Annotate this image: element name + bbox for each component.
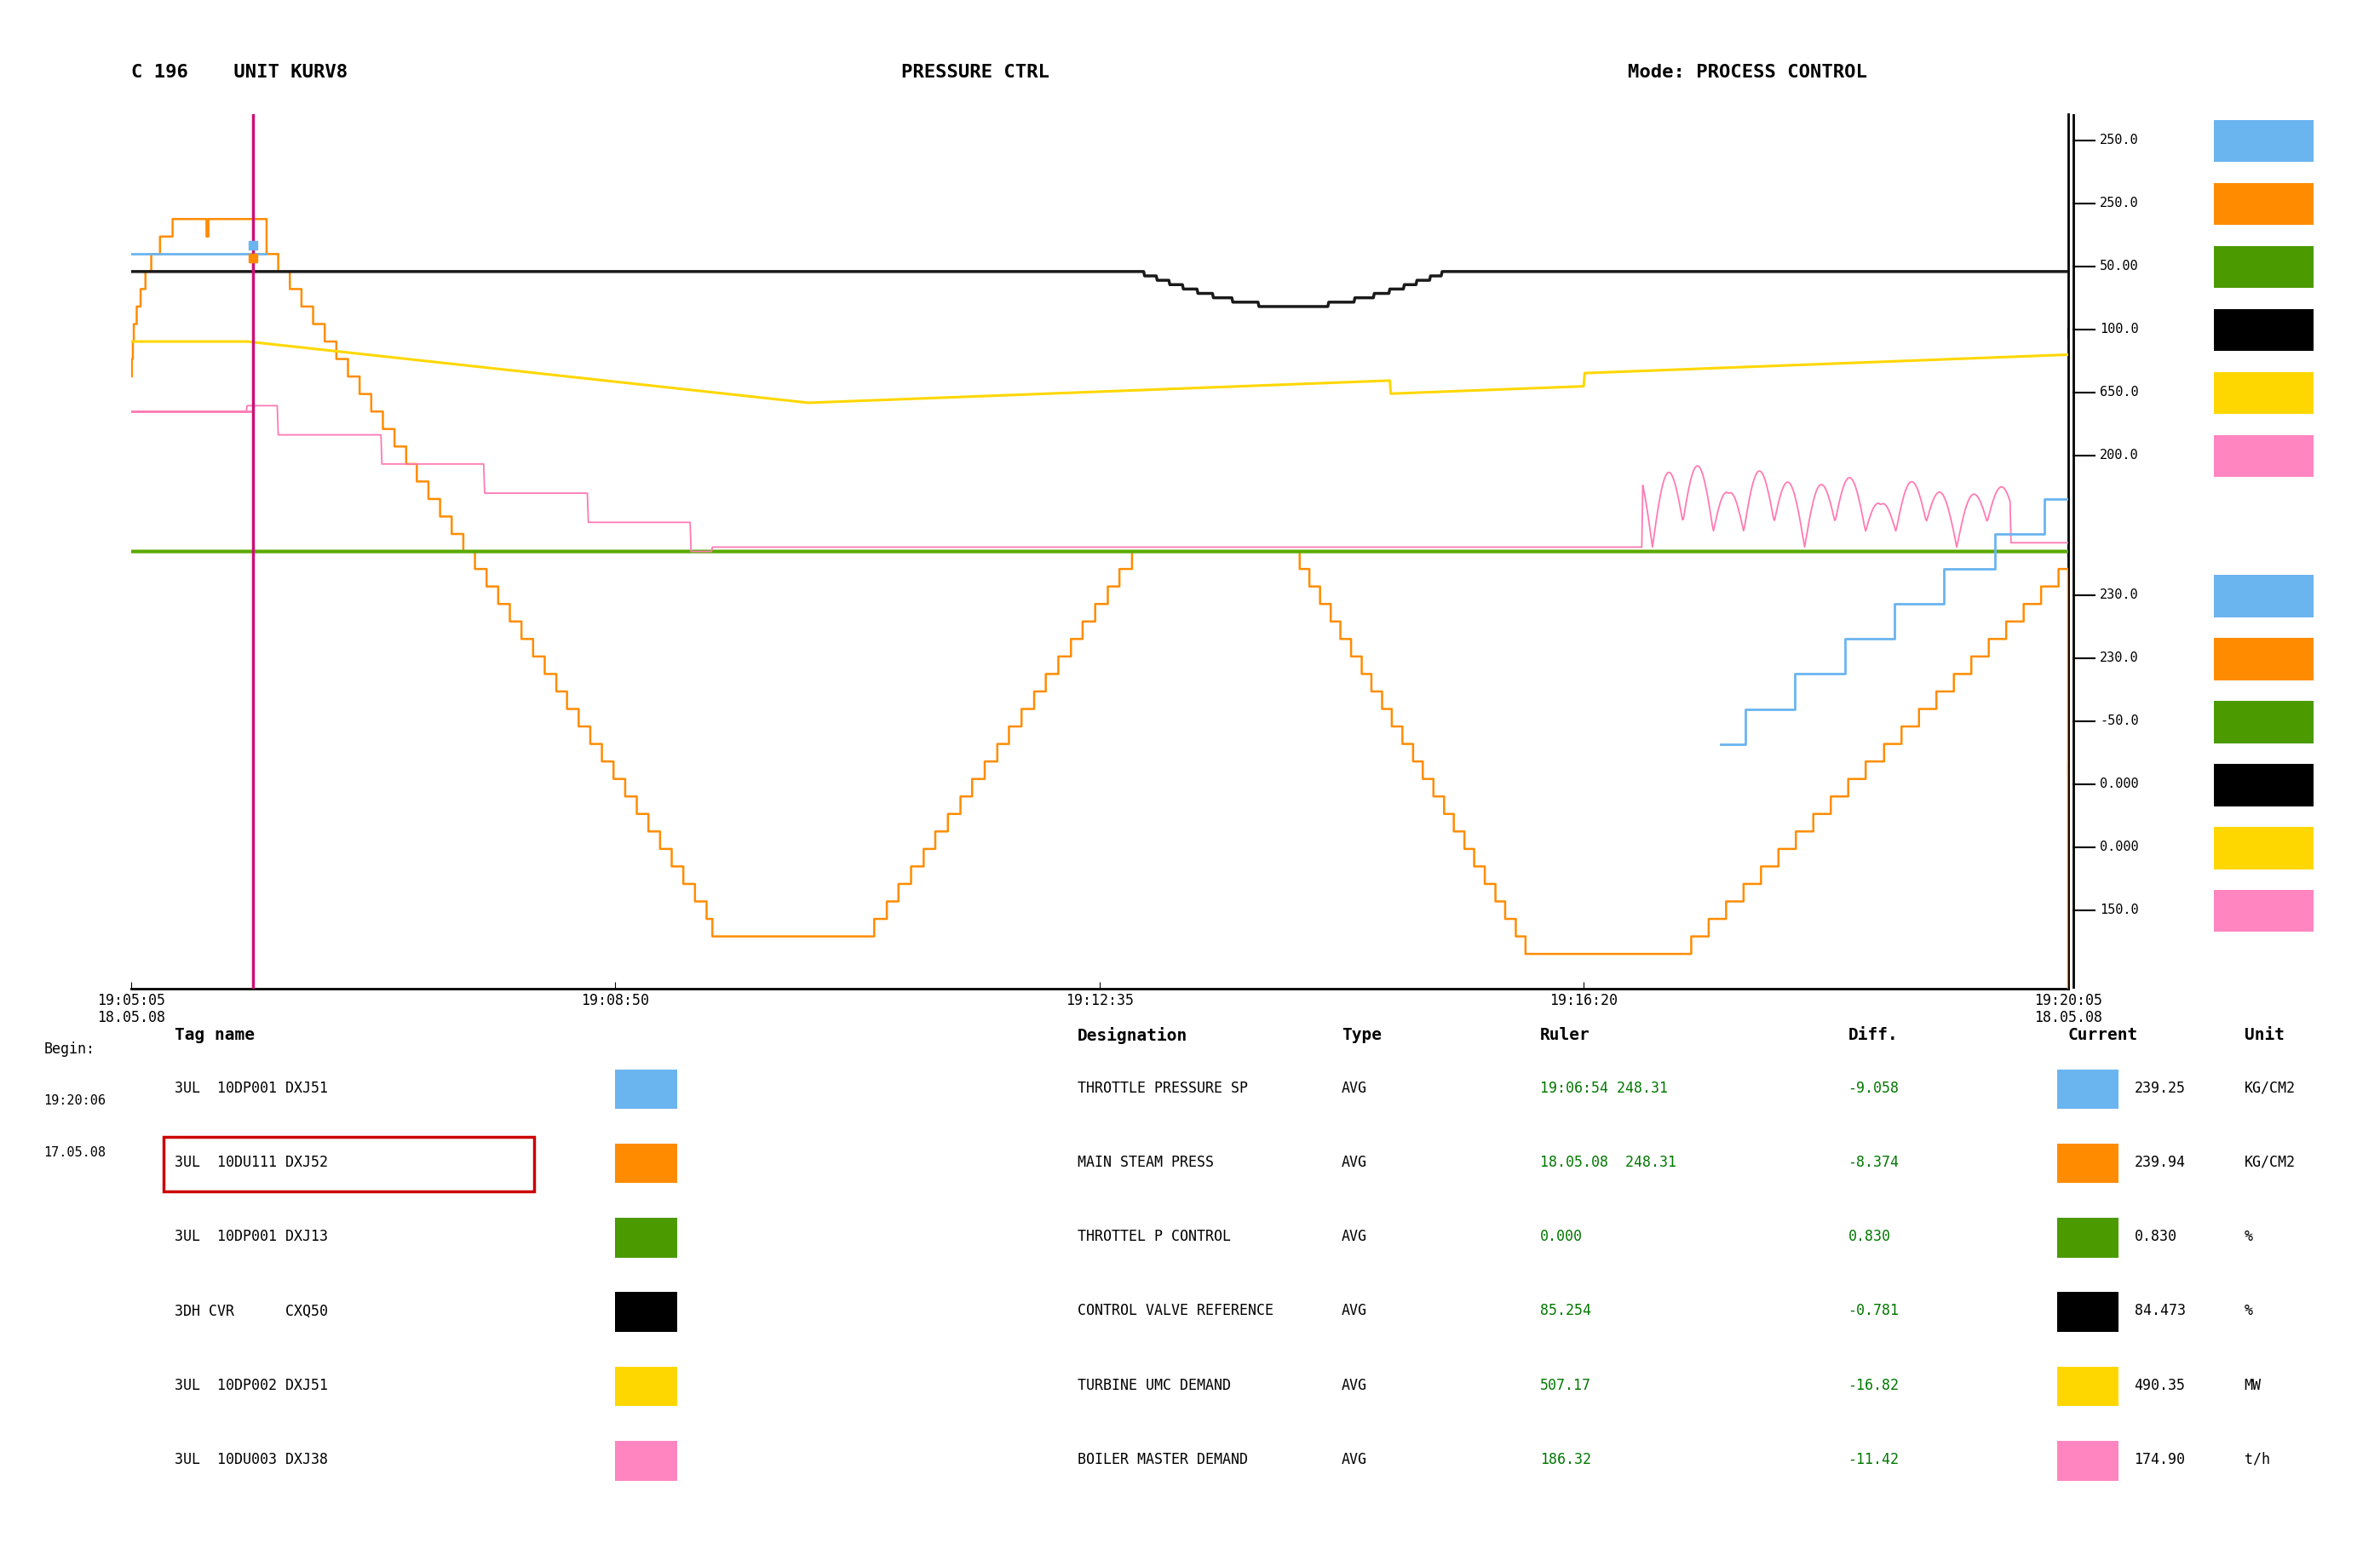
Text: Diff.: Diff.: [1847, 1028, 1899, 1043]
Text: AVG: AVG: [1342, 1452, 1366, 1468]
Text: 3UL  10DP001 DXJ13: 3UL 10DP001 DXJ13: [176, 1228, 328, 1244]
Text: 19:06:54 248.31: 19:06:54 248.31: [1540, 1081, 1668, 1096]
Bar: [2213, 827, 2313, 869]
Bar: [2213, 575, 2313, 617]
Bar: [2056, 1441, 2118, 1480]
Text: %: %: [2244, 1303, 2254, 1319]
Text: 0.000: 0.000: [2099, 778, 2140, 790]
Text: Current: Current: [2068, 1028, 2137, 1043]
Text: 0.830: 0.830: [2135, 1228, 2178, 1244]
Bar: [2056, 1070, 2118, 1109]
Text: KG/CM2: KG/CM2: [2244, 1081, 2294, 1096]
Text: -0.781: -0.781: [1847, 1303, 1899, 1319]
Text: PRESSURE CTRL: PRESSURE CTRL: [902, 64, 1050, 81]
Text: 3UL  10DP002 DXJ51: 3UL 10DP002 DXJ51: [176, 1378, 328, 1393]
Text: 239.94: 239.94: [2135, 1155, 2185, 1169]
Bar: [2056, 1292, 2118, 1333]
Text: 18.05.08  248.31: 18.05.08 248.31: [1540, 1155, 1676, 1169]
Text: -9.058: -9.058: [1847, 1081, 1899, 1096]
Text: 250.0: 250.0: [2099, 197, 2140, 210]
Bar: [614, 1143, 676, 1183]
Text: 50.00: 50.00: [2099, 260, 2140, 272]
Text: 186.32: 186.32: [1540, 1452, 1590, 1468]
Text: AVG: AVG: [1342, 1081, 1366, 1096]
Bar: [614, 1070, 676, 1109]
Bar: [2213, 638, 2313, 680]
Text: 84.473: 84.473: [2135, 1303, 2185, 1319]
Text: CONTROL VALVE REFERENCE: CONTROL VALVE REFERENCE: [1078, 1303, 1273, 1319]
Bar: [614, 1441, 676, 1480]
Bar: [2213, 246, 2313, 288]
Text: Mode: PROCESS CONTROL: Mode: PROCESS CONTROL: [1628, 64, 1868, 81]
Text: C 196    UNIT KURV8: C 196 UNIT KURV8: [131, 64, 347, 81]
Text: THROTTEL P CONTROL: THROTTEL P CONTROL: [1078, 1228, 1230, 1244]
Bar: [2213, 701, 2313, 743]
Text: -50.0: -50.0: [2099, 715, 2140, 728]
Text: 3DH CVR      CXQ50: 3DH CVR CXQ50: [176, 1303, 328, 1319]
Bar: [2213, 889, 2313, 931]
Text: 650.0: 650.0: [2099, 386, 2140, 398]
Text: 0.000: 0.000: [1540, 1228, 1583, 1244]
Text: 3UL  10DU003 DXJ38: 3UL 10DU003 DXJ38: [176, 1452, 328, 1468]
Text: MAIN STEAM PRESS: MAIN STEAM PRESS: [1078, 1155, 1214, 1169]
Text: AVG: AVG: [1342, 1155, 1366, 1169]
Text: TURBINE UMC DEMAND: TURBINE UMC DEMAND: [1078, 1378, 1230, 1393]
Text: 150.0: 150.0: [2099, 903, 2140, 916]
Text: 18.05.08: 18.05.08: [98, 1011, 164, 1025]
Bar: [2056, 1367, 2118, 1406]
Bar: [2213, 372, 2313, 414]
Text: -11.42: -11.42: [1847, 1452, 1899, 1468]
Bar: [2213, 309, 2313, 351]
Text: Type: Type: [1342, 1028, 1383, 1043]
Text: Tag name: Tag name: [176, 1028, 255, 1043]
Bar: [2213, 435, 2313, 477]
Bar: [2213, 183, 2313, 225]
Text: 507.17: 507.17: [1540, 1378, 1590, 1393]
Text: 18.05.08: 18.05.08: [2035, 1011, 2102, 1025]
Bar: [2213, 120, 2313, 162]
Bar: [614, 1218, 676, 1258]
Text: 174.90: 174.90: [2135, 1452, 2185, 1468]
Text: 3UL  10DU111 DXJ52: 3UL 10DU111 DXJ52: [176, 1155, 328, 1169]
Bar: [614, 1367, 676, 1406]
Text: AVG: AVG: [1342, 1228, 1366, 1244]
Text: Ruler: Ruler: [1540, 1028, 1590, 1043]
Text: 0.000: 0.000: [2099, 841, 2140, 854]
Text: THROTTLE PRESSURE SP: THROTTLE PRESSURE SP: [1078, 1081, 1247, 1096]
Text: 100.0: 100.0: [2099, 323, 2140, 336]
Text: t/h: t/h: [2244, 1452, 2271, 1468]
Bar: [2213, 764, 2313, 805]
Bar: [2056, 1218, 2118, 1258]
Text: 3UL  10DP001 DXJ51: 3UL 10DP001 DXJ51: [176, 1081, 328, 1096]
Text: Designation: Designation: [1078, 1028, 1188, 1045]
Text: Begin:: Begin:: [43, 1042, 95, 1057]
Bar: [614, 1292, 676, 1333]
Text: -8.374: -8.374: [1847, 1155, 1899, 1169]
Text: 0.830: 0.830: [1847, 1228, 1890, 1244]
Text: -16.82: -16.82: [1847, 1378, 1899, 1393]
Text: 200.0: 200.0: [2099, 449, 2140, 462]
Text: KG/CM2: KG/CM2: [2244, 1155, 2294, 1169]
Text: 239.25: 239.25: [2135, 1081, 2185, 1096]
Bar: [164, 1137, 533, 1191]
Text: BOILER MASTER DEMAND: BOILER MASTER DEMAND: [1078, 1452, 1247, 1468]
Text: 85.254: 85.254: [1540, 1303, 1590, 1319]
Text: 19:20:06: 19:20:06: [43, 1093, 105, 1107]
Text: AVG: AVG: [1342, 1378, 1366, 1393]
Text: %: %: [2244, 1228, 2254, 1244]
Text: Unit: Unit: [2244, 1028, 2285, 1043]
Text: 490.35: 490.35: [2135, 1378, 2185, 1393]
Text: 230.0: 230.0: [2099, 589, 2140, 602]
Text: 250.0: 250.0: [2099, 134, 2140, 146]
Text: 230.0: 230.0: [2099, 652, 2140, 664]
Text: 17.05.08: 17.05.08: [43, 1146, 105, 1158]
Bar: [2056, 1143, 2118, 1183]
Text: AVG: AVG: [1342, 1303, 1366, 1319]
Text: MW: MW: [2244, 1378, 2261, 1393]
